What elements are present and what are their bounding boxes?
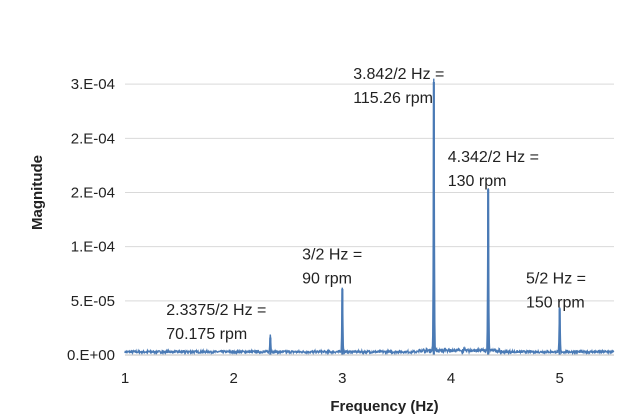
x-tick-label: 1: [121, 370, 129, 387]
annotation-line: 5/2 Hz =: [526, 271, 586, 288]
annotation-line: 4.342/2 Hz =: [448, 149, 539, 166]
y-tick-label: 2.E-04: [71, 185, 115, 202]
peak-annotation: 5/2 Hz = 150 rpm: [526, 271, 586, 312]
annotation-line: 3.842/2 Hz =: [353, 66, 444, 83]
y-axis-title: Magnitude: [29, 155, 46, 230]
annotation-line: 2.3375/2 Hz =: [166, 302, 266, 319]
gridlines: [125, 83, 614, 302]
peak-annotation: 2.3375/2 Hz = 70.175 rpm: [166, 302, 266, 343]
y-tick-label: 1.E-04: [71, 239, 115, 256]
annotation-line: 3/2 Hz =: [302, 247, 362, 264]
x-tick-label: 3: [338, 370, 346, 387]
annotation-line: 150 rpm: [526, 295, 585, 312]
spectrum-series: [124, 78, 615, 356]
axes: 0.E+00 5.E-05 1.E-04 2.E-04 2.E-04 3.E-04 1 2 3 4…: [67, 76, 614, 387]
y-tick-label: 3.E-04: [71, 76, 115, 93]
spectrum-line: [124, 78, 615, 356]
x-tick-label: 5: [555, 370, 563, 387]
annotation-line: 115.26 rpm: [353, 90, 433, 107]
annotation-line: 90 rpm: [302, 271, 352, 288]
x-tick-label: 4: [447, 370, 455, 387]
annotation-line: 70.175 rpm: [166, 326, 247, 343]
x-tick-label: 2: [229, 370, 237, 387]
peak-annotation: 3.842/2 Hz = 115.26 rpm: [353, 66, 444, 107]
y-tick-label: 0.E+00: [67, 347, 115, 364]
annotation-line: 130 rpm: [448, 173, 507, 190]
x-axis-title: Frequency (Hz): [330, 398, 438, 414]
peak-annotation: 4.342/2 Hz = 130 rpm: [448, 149, 539, 190]
peak-annotations: 2.3375/2 Hz = 70.175 rpm 3/2 Hz = 90 rpm 3.8…: [166, 66, 586, 343]
peak-annotation: 3/2 Hz = 90 rpm: [302, 247, 362, 288]
y-tick-label: 2.E-04: [71, 130, 115, 147]
y-tick-label: 5.E-05: [71, 293, 115, 310]
